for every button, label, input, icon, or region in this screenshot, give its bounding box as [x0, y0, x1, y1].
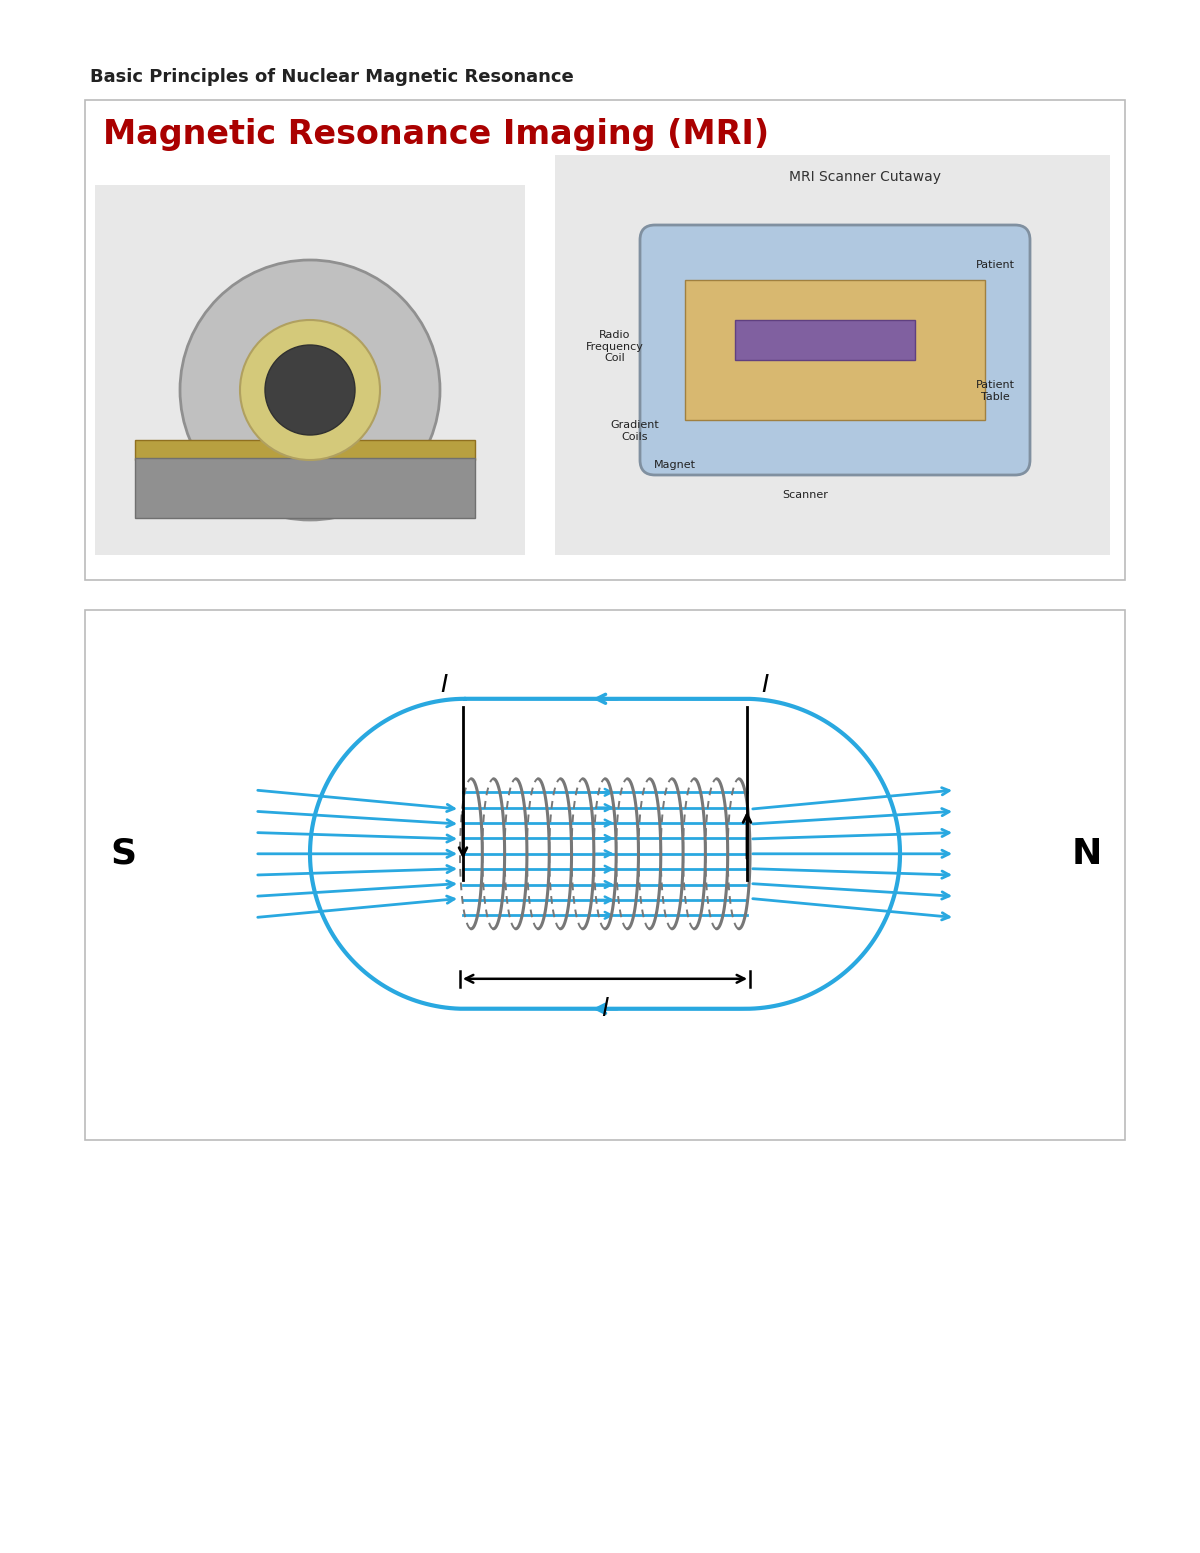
- Text: $l$: $l$: [600, 997, 610, 1020]
- Bar: [85, 99, 1126, 579]
- Bar: [134, 458, 475, 519]
- Text: Magnetic Resonance Imaging (MRI): Magnetic Resonance Imaging (MRI): [103, 118, 769, 151]
- Text: Gradient
Coils: Gradient Coils: [611, 419, 659, 441]
- Bar: [734, 320, 916, 360]
- Bar: [95, 185, 526, 554]
- Text: S: S: [110, 837, 136, 871]
- Text: Radio
Frequency
Coil: Radio Frequency Coil: [586, 329, 644, 363]
- Bar: [685, 280, 985, 419]
- Circle shape: [180, 259, 440, 520]
- Text: Basic Principles of Nuclear Magnetic Resonance: Basic Principles of Nuclear Magnetic Res…: [90, 68, 574, 85]
- Text: $I$: $I$: [761, 672, 769, 697]
- Bar: [85, 610, 1126, 1140]
- Text: Magnet: Magnet: [654, 460, 696, 471]
- Bar: [554, 155, 1110, 554]
- Text: MRI Scanner Cutaway: MRI Scanner Cutaway: [790, 169, 941, 183]
- FancyBboxPatch shape: [640, 225, 1030, 475]
- Circle shape: [240, 320, 380, 460]
- Text: Patient: Patient: [976, 259, 1014, 270]
- Text: Patient
Table: Patient Table: [976, 380, 1014, 402]
- Circle shape: [265, 345, 355, 435]
- Bar: [134, 439, 475, 460]
- Text: $I$: $I$: [440, 672, 449, 697]
- Text: Scanner: Scanner: [782, 491, 828, 500]
- Text: N: N: [1072, 837, 1102, 871]
